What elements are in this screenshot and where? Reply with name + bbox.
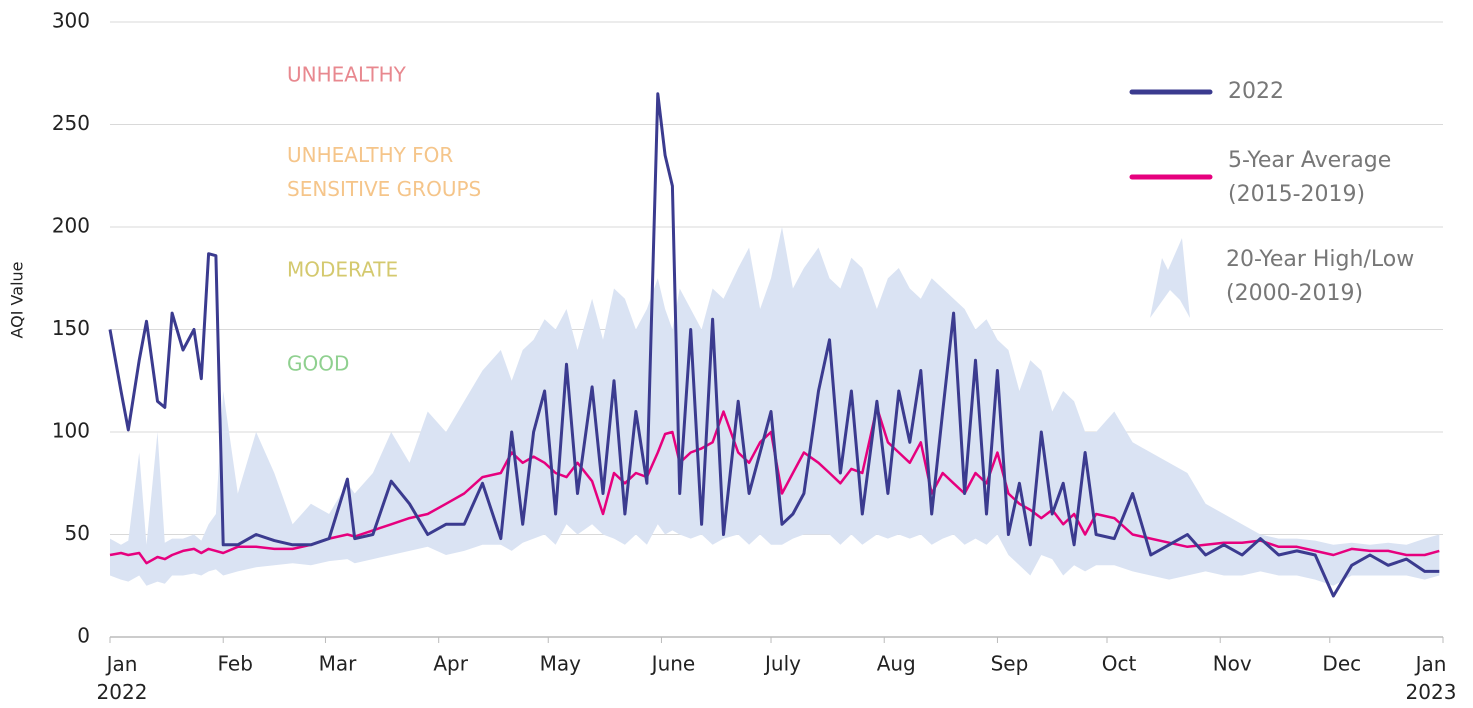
legend-label: 20-Year High/Low (2000-2019)	[1226, 247, 1414, 306]
x-tick-label: Mar	[319, 652, 358, 676]
y-tick-label: 100	[52, 419, 90, 443]
series-line	[109, 406, 1440, 565]
zone-label: GOOD	[287, 352, 349, 376]
y-axis-label: AQI Value	[8, 262, 27, 339]
legend-label: 2022	[1228, 79, 1284, 104]
legend-swatch	[1150, 238, 1190, 318]
zone-label: UNHEALTHY	[287, 63, 407, 87]
x-tick-label: Dec	[1322, 652, 1361, 676]
y-tick-label: 150	[52, 316, 90, 340]
y-tick-label: 200	[52, 214, 90, 238]
x-tick-label: Jan 2022	[97, 652, 148, 704]
x-tick-label: July	[763, 652, 801, 676]
zone-label: MODERATE	[287, 258, 398, 282]
x-tick-label: Nov	[1213, 652, 1252, 676]
x-tick-label: Apr	[433, 652, 468, 676]
y-tick-label: 0	[77, 624, 90, 648]
legend-label: 5-Year Average (2015-2019)	[1228, 148, 1391, 207]
band-area	[110, 227, 1440, 586]
y-tick-label: 250	[52, 111, 90, 135]
x-tick-label: May	[540, 652, 582, 676]
x-tick-label: Oct	[1102, 652, 1137, 676]
x-tick-label: Aug	[877, 652, 916, 676]
x-tick-label: Jan 2023	[1406, 652, 1457, 704]
x-tick-label: Sep	[991, 652, 1029, 676]
y-tick-label: 50	[65, 521, 90, 545]
x-tick-label: June	[650, 652, 696, 676]
x-tick-label: Feb	[218, 652, 253, 676]
series-line	[108, 92, 1440, 598]
zone-label: UNHEALTHY FOR SENSITIVE GROUPS	[287, 143, 481, 201]
y-tick-label: 300	[52, 9, 90, 33]
